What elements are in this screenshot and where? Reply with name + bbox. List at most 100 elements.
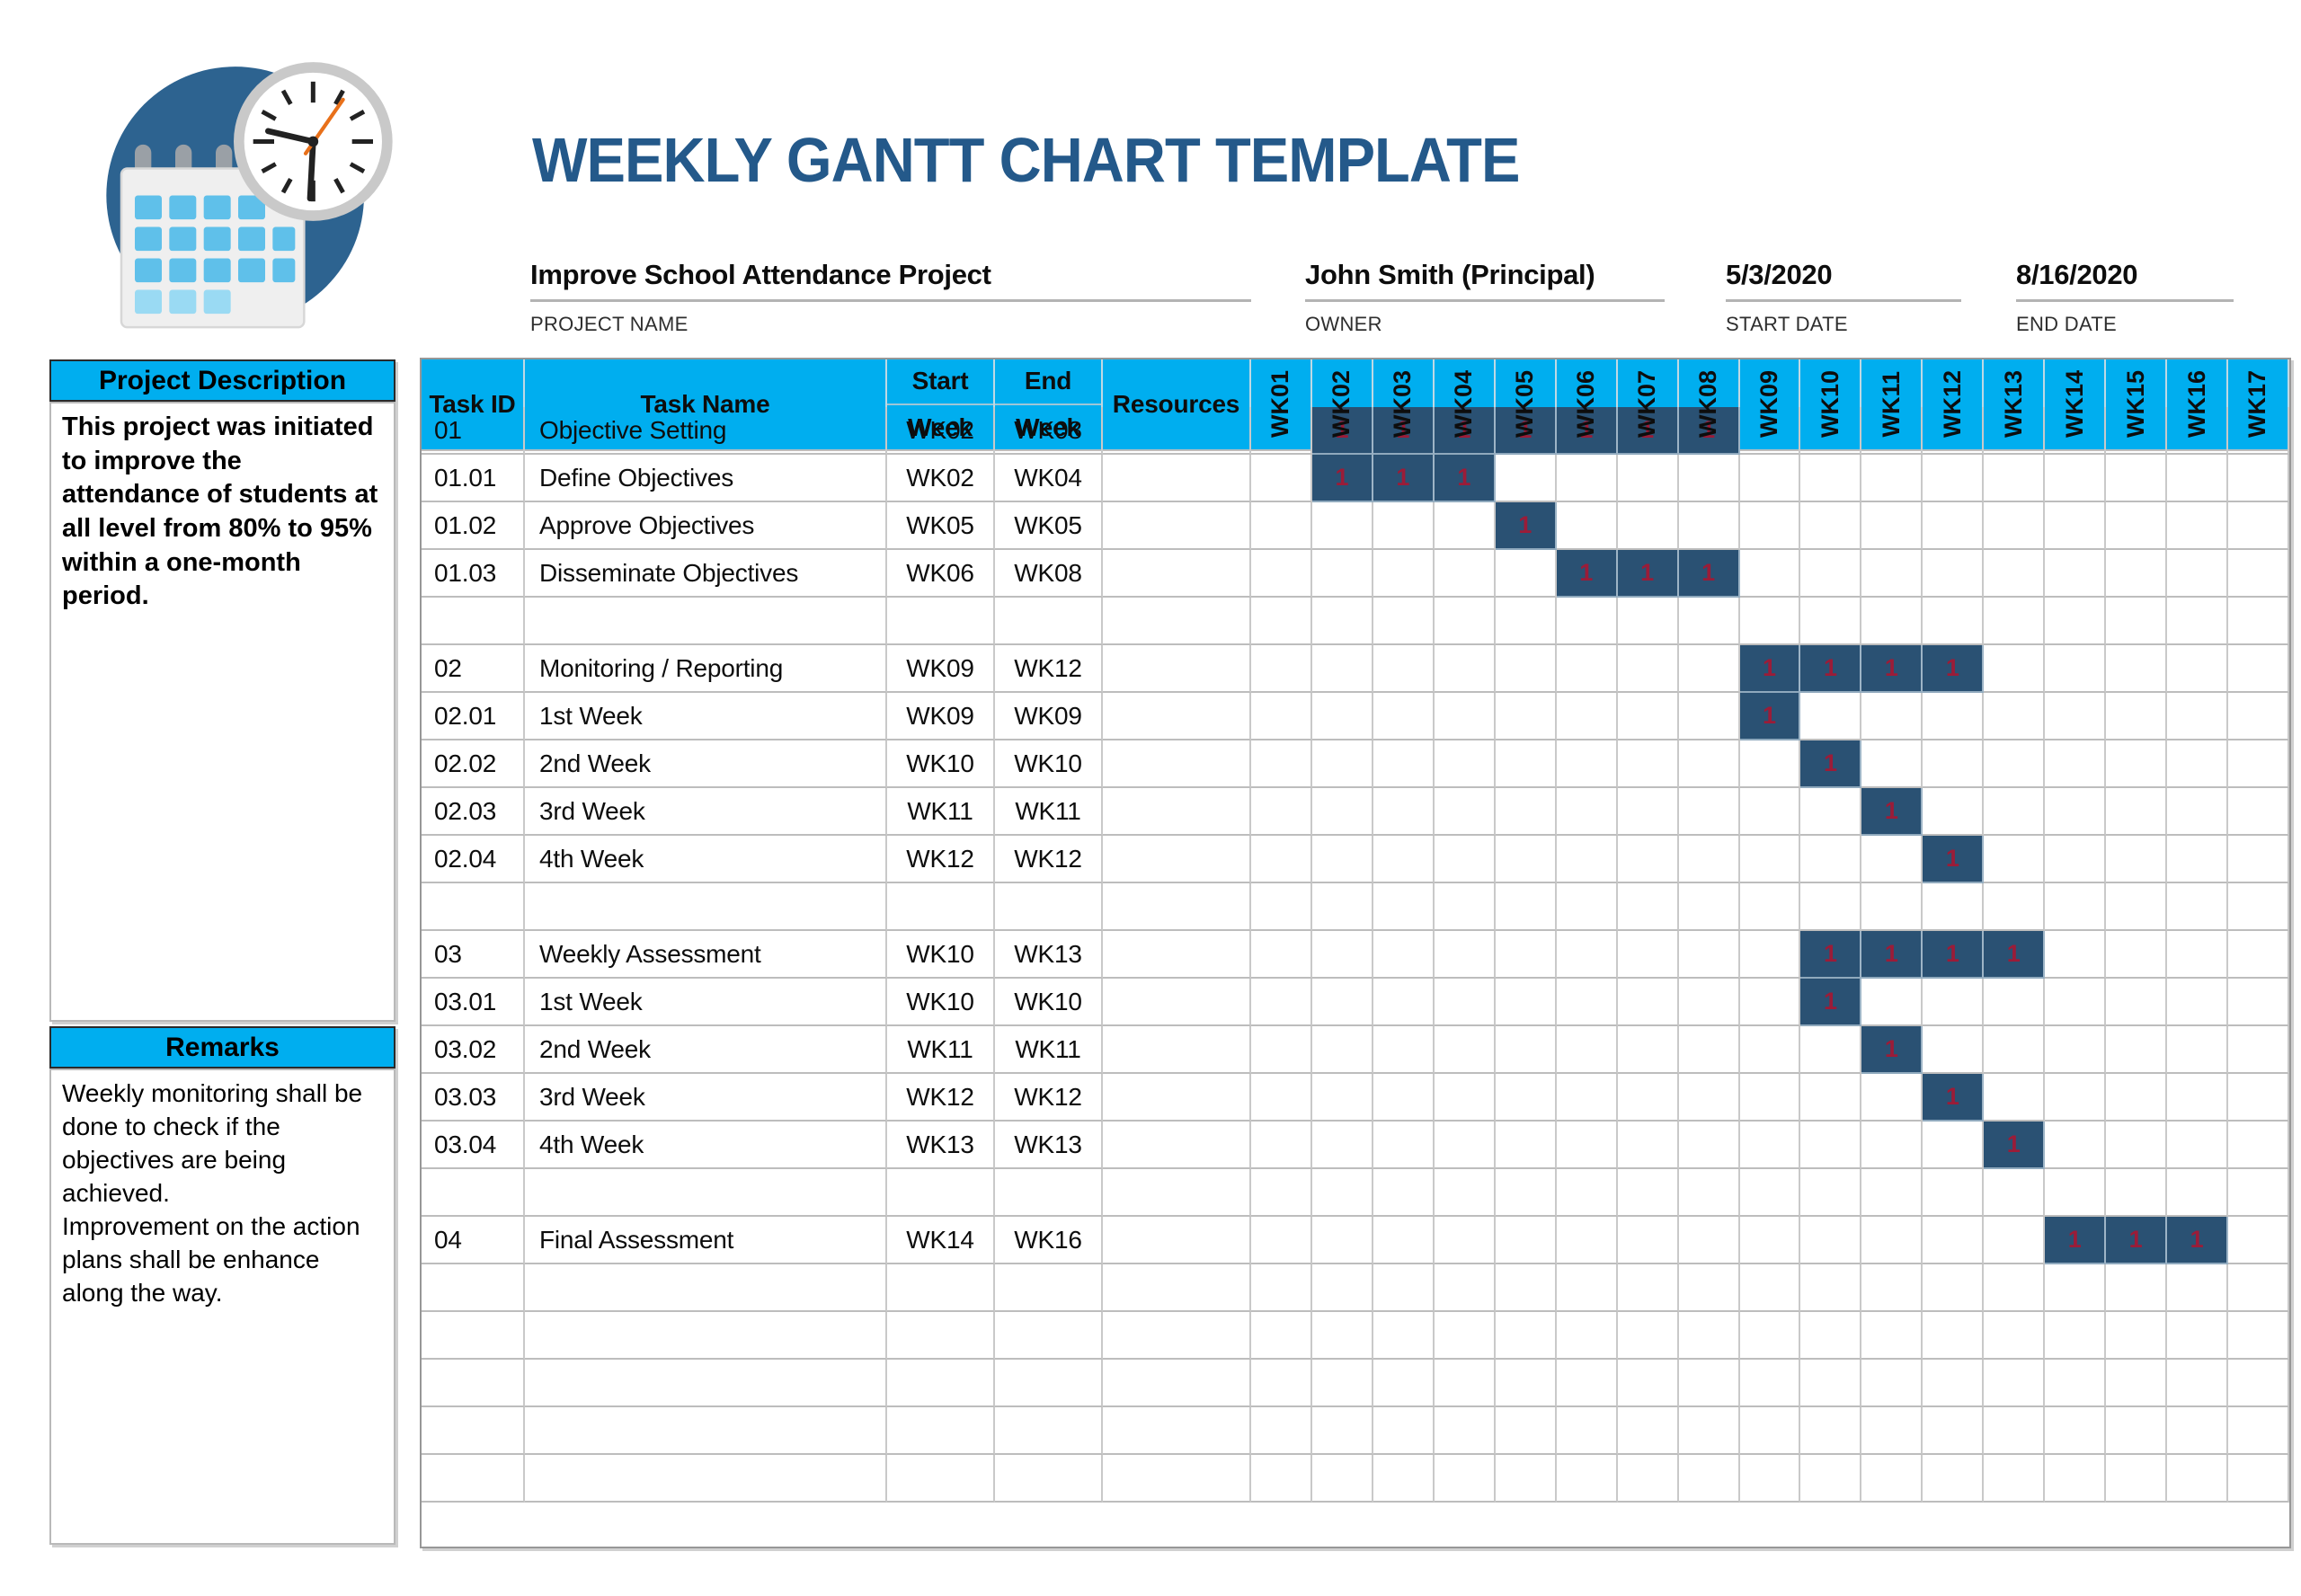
gantt-bar-cell[interactable]: 1 [2045,1217,2107,1264]
week-cell[interactable] [1678,836,1740,883]
week-cell[interactable] [1495,931,1557,979]
week-cell[interactable] [1495,836,1557,883]
week-cell[interactable] [1800,550,1862,598]
start-week-cell[interactable]: WK12 [887,836,995,883]
week-cell[interactable] [2167,883,2228,931]
week-cell[interactable] [1923,1026,1985,1074]
week-cell[interactable] [1923,883,1985,931]
week-cell[interactable] [1800,883,1862,931]
week-cell[interactable] [2045,979,2107,1026]
week-cell[interactable] [1251,550,1312,598]
end-date-value[interactable]: 8/16/2020 [2016,259,2138,290]
week-cell[interactable] [1495,1169,1557,1217]
week-cell[interactable] [1556,1217,1618,1264]
week-cell[interactable] [1923,740,1985,788]
week-cell[interactable] [1800,1217,1862,1264]
week-cell[interactable] [2045,407,2107,455]
week-cell[interactable] [2228,550,2289,598]
task-id-cell[interactable]: 01.02 [422,502,525,550]
week-header-wk09[interactable]: WK09 [1739,359,1801,451]
week-cell[interactable] [1617,1312,1679,1360]
week-cell[interactable] [1311,645,1373,693]
week-cell[interactable] [1923,1312,1985,1360]
week-cell[interactable] [1678,1312,1740,1360]
week-cell[interactable] [1739,1360,1801,1407]
week-cell[interactable] [1861,1312,1923,1360]
week-cell[interactable] [2228,740,2289,788]
week-cell[interactable] [1617,836,1679,883]
week-cell[interactable] [1434,1264,1496,1312]
gantt-bar-cell[interactable]: 1 [1311,455,1373,502]
start-week-cell[interactable] [887,1264,995,1312]
week-cell[interactable] [1617,1217,1679,1264]
week-cell[interactable] [1861,550,1923,598]
resources-cell[interactable] [1103,1217,1251,1264]
week-header-wk01[interactable]: WK01 [1251,359,1312,451]
task-id-cell[interactable]: 03.01 [422,979,525,1026]
week-cell[interactable] [1800,1026,1862,1074]
resources-cell[interactable] [1103,1407,1251,1455]
resources-cell[interactable] [1103,1122,1251,1169]
week-cell[interactable] [1739,598,1801,645]
week-cell[interactable] [1678,979,1740,1026]
week-cell[interactable] [1434,1217,1496,1264]
gantt-bar-cell[interactable]: 1 [1434,407,1496,455]
task-id-cell[interactable] [422,1455,525,1503]
end-week-cell[interactable] [995,1264,1103,1312]
start-week-cell[interactable] [887,883,995,931]
week-cell[interactable] [1861,883,1923,931]
resources-cell[interactable] [1103,1312,1251,1360]
gantt-bar-cell[interactable]: 1 [1923,931,1985,979]
resources-cell[interactable] [1103,740,1251,788]
start-week-cell[interactable]: WK02 [887,455,995,502]
week-cell[interactable] [2106,1360,2168,1407]
end-week-cell[interactable]: WK08 [995,407,1103,455]
week-cell[interactable] [1311,1455,1373,1503]
week-cell[interactable] [1311,1074,1373,1122]
week-cell[interactable] [1739,931,1801,979]
week-cell[interactable] [1434,645,1496,693]
week-cell[interactable] [1311,1264,1373,1312]
week-cell[interactable] [1923,502,1985,550]
week-cell[interactable] [2045,1455,2107,1503]
week-cell[interactable] [1556,883,1618,931]
resources-cell[interactable] [1103,836,1251,883]
week-cell[interactable] [1556,979,1618,1026]
start-week-cell[interactable]: WK09 [887,693,995,740]
week-cell[interactable] [1861,979,1923,1026]
week-cell[interactable] [1861,1169,1923,1217]
week-cell[interactable] [1556,1026,1618,1074]
task-id-cell[interactable]: 01.01 [422,455,525,502]
task-id-cell[interactable] [422,883,525,931]
resources-cell[interactable] [1103,1264,1251,1312]
week-cell[interactable] [1984,979,2046,1026]
resources-cell[interactable] [1103,979,1251,1026]
week-cell[interactable] [1984,407,2046,455]
week-cell[interactable] [1251,1026,1312,1074]
week-cell[interactable] [2228,1217,2289,1264]
week-cell[interactable] [2106,598,2168,645]
week-cell[interactable] [1739,550,1801,598]
week-cell[interactable] [2106,550,2168,598]
week-cell[interactable] [1373,1312,1435,1360]
week-cell[interactable] [1678,1407,1740,1455]
week-cell[interactable] [1984,1407,2046,1455]
week-cell[interactable] [1495,979,1557,1026]
week-cell[interactable] [1373,1026,1435,1074]
start-week-cell[interactable]: WK10 [887,740,995,788]
gantt-bar-cell[interactable]: 1 [1495,407,1557,455]
week-cell[interactable] [1434,1407,1496,1455]
end-week-cell[interactable]: WK10 [995,979,1103,1026]
week-cell[interactable] [1556,1264,1618,1312]
week-cell[interactable] [1311,693,1373,740]
week-cell[interactable] [1984,1264,2046,1312]
week-cell[interactable] [1800,502,1862,550]
week-cell[interactable] [1739,1312,1801,1360]
start-week-cell[interactable]: WK09 [887,645,995,693]
week-cell[interactable] [1739,836,1801,883]
week-cell[interactable] [1923,1217,1985,1264]
week-cell[interactable] [2045,455,2107,502]
week-cell[interactable] [1251,1264,1312,1312]
week-cell[interactable] [2106,1455,2168,1503]
week-cell[interactable] [1311,1169,1373,1217]
